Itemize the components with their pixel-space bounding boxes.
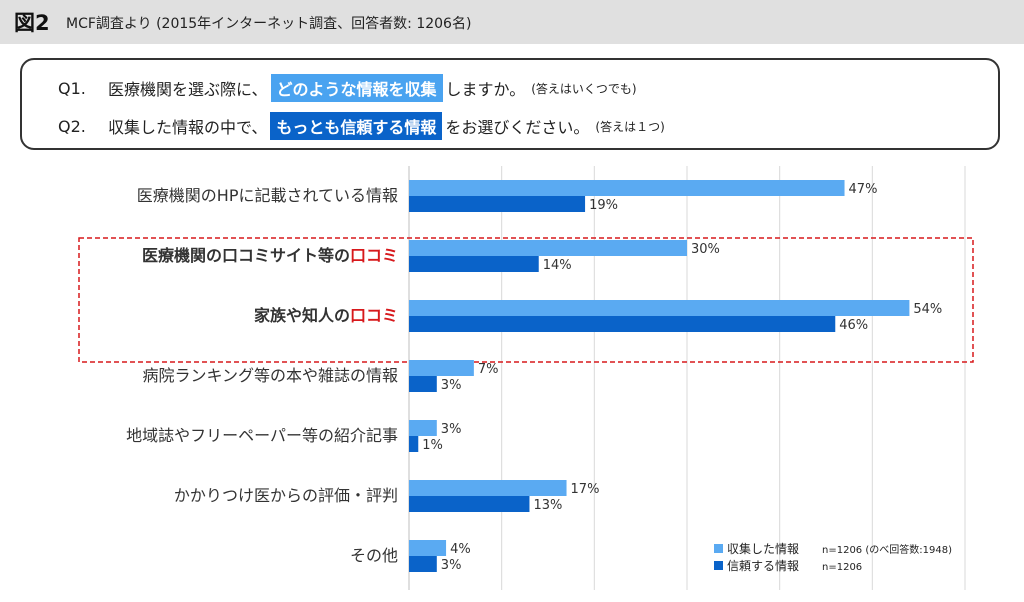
legend-note: n=1206 (のべ回答数:1948) [822, 543, 952, 556]
bar-value-label: 46% [839, 318, 868, 333]
question-1-note: (答えはいくつでも) [531, 81, 637, 96]
bar-trust [409, 496, 530, 512]
question-2-highlight: もっとも信頼する情報 [270, 112, 443, 140]
bar-collect [409, 180, 845, 196]
category-label: 病院ランキング等の本や雑誌の情報 [142, 366, 398, 385]
legend-label: 信頼する情報 [727, 559, 799, 573]
bar-value-label: 19% [589, 198, 618, 213]
category-label-text: その他 [350, 546, 398, 565]
bar-trust [409, 196, 586, 212]
bar-value-label: 30% [691, 242, 720, 257]
bar-collect [409, 300, 910, 316]
category-label-text: 医療機関の口コミサイト等の [142, 246, 350, 265]
category-label: 家族や知人の口コミ [254, 306, 398, 325]
question-2-text-after: をお選びください。 [445, 118, 590, 137]
category-label: 医療機関のHPに記載されている情報 [137, 186, 398, 205]
question-2-text-before: 収集した情報の中で、 [108, 118, 268, 137]
figure-caption: MCF調査より (2015年インターネット調査、回答者数: 1206名) [66, 16, 472, 32]
bar-value-label: 3% [441, 378, 462, 393]
bar-trust [409, 316, 836, 332]
bar-collect [409, 420, 437, 436]
bar-trust [409, 256, 539, 272]
bar-value-label: 7% [478, 362, 499, 377]
bar-value-label: 1% [422, 438, 443, 453]
category-label: 地域誌やフリーペーパー等の紹介記事 [126, 426, 398, 445]
legend-swatch-trust [714, 561, 723, 570]
question-1-highlight: どのような情報を収集 [270, 74, 443, 102]
question-2-number: Q2. [58, 116, 86, 136]
bar-value-label: 3% [441, 558, 462, 573]
question-2-note: (答えは１つ) [595, 119, 665, 134]
bar-trust [409, 376, 437, 392]
category-label-accent: 口コミ [350, 306, 398, 325]
legend-swatch-collect [714, 544, 723, 553]
question-1-text-after: しますか。 [445, 80, 526, 99]
category-label-text: かかりつけ医からの評価・評判 [174, 486, 398, 505]
bar-collect [409, 360, 474, 376]
bar-collect [409, 240, 687, 256]
bar-value-label: 17% [571, 482, 600, 497]
question-1-number: Q1. [58, 78, 86, 98]
category-label-text: 医療機関のHPに記載されている情報 [137, 186, 398, 205]
category-label-text: 病院ランキング等の本や雑誌の情報 [142, 366, 398, 385]
legend-note: n=1206 [822, 562, 862, 573]
bar-value-label: 47% [849, 182, 878, 197]
bar-value-label: 3% [441, 422, 462, 437]
bar-trust [409, 436, 419, 452]
bar-trust [409, 556, 437, 572]
category-label-accent: 口コミ [350, 246, 398, 265]
figure-header: 図2 MCF調査より (2015年インターネット調査、回答者数: 1206名) [0, 0, 1024, 44]
category-label: かかりつけ医からの評価・評判 [174, 486, 398, 505]
question-1: Q1. 医療機関を選ぶ際に、 どのような情報を収集 しますか。 (答えはいくつで… [58, 74, 637, 102]
question-2: Q2. 収集した情報の中で、 もっとも信頼する情報 をお選びください。 (答えは… [58, 112, 665, 140]
bar-collect [409, 480, 567, 496]
category-label: 医療機関の口コミサイト等の口コミ [142, 246, 398, 265]
highlight-box [78, 237, 974, 363]
bar-value-label: 13% [533, 498, 562, 513]
bar-collect [409, 540, 447, 556]
bar-value-label: 4% [450, 542, 471, 557]
category-label-text: 地域誌やフリーペーパー等の紹介記事 [126, 426, 398, 445]
category-label: その他 [350, 546, 398, 565]
legend-label: 収集した情報 [727, 541, 799, 556]
question-1-text-before: 医療機関を選ぶ際に、 [108, 80, 268, 99]
bar-value-label: 54% [913, 302, 942, 317]
figure-label: 図2 [14, 11, 50, 35]
category-label-text: 家族や知人の [254, 306, 350, 325]
bar-value-label: 14% [543, 258, 572, 273]
question-box: Q1. 医療機関を選ぶ際に、 どのような情報を収集 しますか。 (答えはいくつで… [20, 58, 1000, 150]
